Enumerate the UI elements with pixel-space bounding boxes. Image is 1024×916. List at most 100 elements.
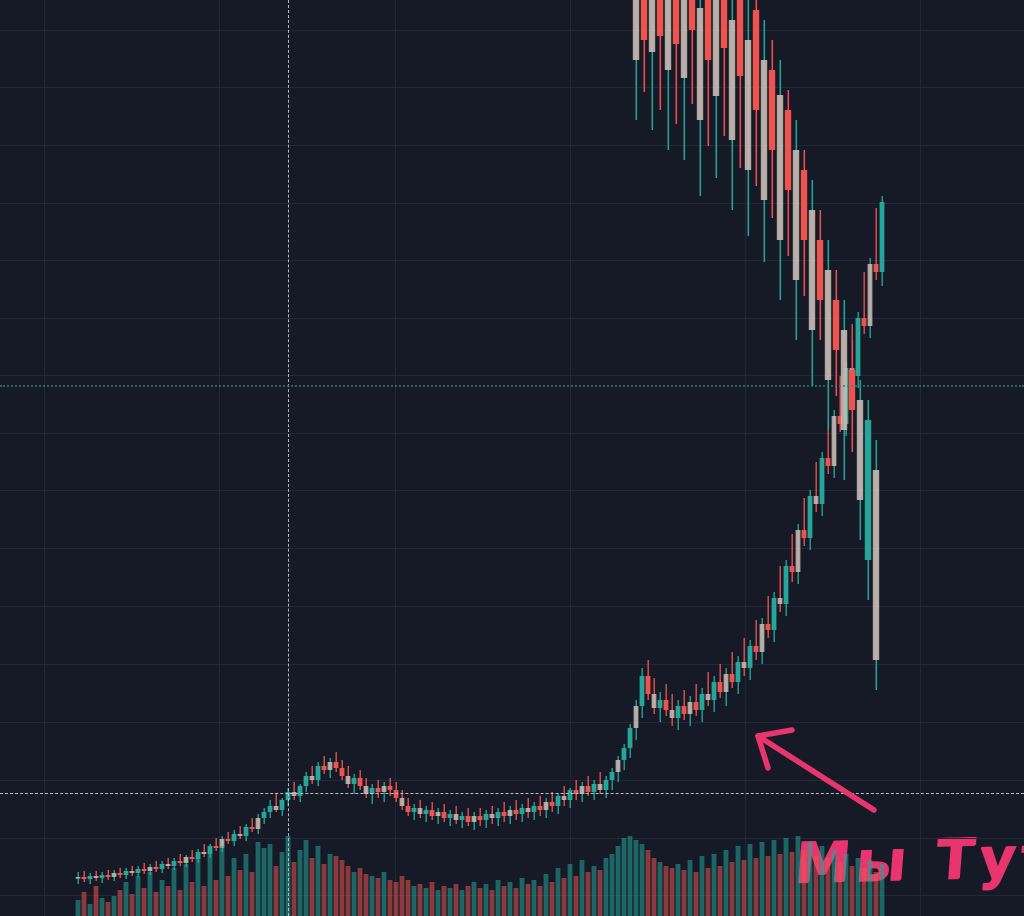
candle-body-tall (720, 0, 728, 48)
candle-body (99, 875, 105, 878)
volume-bar (399, 876, 405, 916)
volume-bar (129, 894, 135, 916)
volume-bar (657, 862, 663, 916)
candle-body (375, 788, 381, 792)
candle-body (417, 808, 423, 814)
candle-wick (311, 766, 313, 784)
volume-bar (573, 876, 579, 916)
candle-body (819, 458, 825, 504)
gridline-vertical-1 (219, 0, 220, 916)
gridline-horizontal-10 (0, 606, 1024, 607)
candle-body (831, 416, 837, 466)
candle-body (855, 318, 861, 376)
gridline-horizontal-13 (0, 780, 1024, 781)
candle-wick (731, 652, 733, 688)
hand-drawn-arrow (755, 727, 877, 813)
volume-bar (819, 846, 825, 916)
candle-body-tall (736, 0, 744, 76)
candle-body (183, 857, 189, 863)
gridline-vertical-4 (745, 0, 746, 916)
candle-wick (215, 838, 217, 851)
candle-body (555, 796, 561, 806)
candle-body (279, 800, 285, 810)
volume-bar (183, 864, 189, 916)
candle-body-tall (728, 20, 736, 140)
volume-bar (123, 882, 129, 916)
candle-wick (239, 826, 241, 839)
arrow-stroke (755, 733, 877, 813)
candle-wick (839, 376, 841, 432)
candle-wick (803, 498, 805, 546)
candle-body (603, 780, 609, 790)
volume-bar (741, 860, 747, 916)
volume-bar (171, 868, 177, 916)
volume-bar (873, 872, 879, 916)
candle-body (327, 762, 333, 770)
volume-bar (855, 858, 861, 916)
volume-bar (519, 878, 525, 916)
volume-bar (861, 868, 867, 916)
candle-body (747, 646, 753, 668)
candle-body (381, 786, 387, 792)
candle-body (411, 808, 417, 812)
candle-body (801, 530, 807, 538)
volume-bar (441, 886, 447, 916)
volume-bar (543, 874, 549, 916)
candle-body (237, 834, 243, 836)
volume-bar (621, 838, 627, 916)
volume-bar (555, 868, 561, 916)
volume-bar (411, 886, 417, 916)
candle-body (135, 869, 141, 873)
candle-body-tall (832, 300, 840, 350)
volume-bar (309, 858, 315, 916)
volume-bar (405, 880, 411, 916)
candle-body (459, 816, 465, 820)
candle-body (489, 814, 495, 818)
volume-bar (111, 896, 117, 916)
candle-body (639, 676, 645, 706)
volume-bar (759, 842, 765, 916)
volume-bar (681, 870, 687, 916)
candle-body (867, 264, 873, 326)
candle-body-tall (712, 0, 720, 96)
volume-bar (333, 856, 339, 916)
candle-body-tall (776, 95, 784, 240)
volume-bar (531, 880, 537, 916)
volume-bar (93, 886, 99, 916)
volume-bar (231, 858, 237, 916)
volume-bar (801, 850, 807, 916)
candle-body (789, 566, 795, 572)
horizontal-dashed-price-line (0, 793, 1024, 794)
volume-bar (675, 864, 681, 916)
candle-body-tall (848, 370, 856, 410)
candle-wick (191, 850, 193, 862)
candle-body (213, 846, 219, 848)
volume-bar (609, 854, 615, 916)
candle-body (165, 864, 171, 866)
volume-bar (723, 850, 729, 916)
volume-bar (663, 866, 669, 916)
candle-body (633, 706, 639, 728)
volume-bar (831, 850, 837, 916)
volume-bar (813, 856, 819, 916)
candle-body (519, 808, 525, 814)
volume-bar (603, 858, 609, 916)
candle-body (615, 760, 621, 772)
candle-wick (323, 756, 325, 774)
gridline-horizontal-4 (0, 260, 1024, 261)
volume-bar (645, 850, 651, 916)
candle-wick (227, 832, 229, 844)
volume-bar (207, 850, 213, 916)
candle-wick (83, 871, 85, 882)
candle-body (621, 748, 627, 760)
volume-bar (393, 882, 399, 916)
candle-body (435, 812, 441, 816)
candle-body (873, 264, 879, 272)
candle-body (231, 834, 237, 841)
candle-body (117, 873, 123, 875)
volume-bar (777, 854, 783, 916)
volume-bar (303, 840, 309, 916)
volume-bar (687, 860, 693, 916)
candle-body (261, 812, 267, 818)
